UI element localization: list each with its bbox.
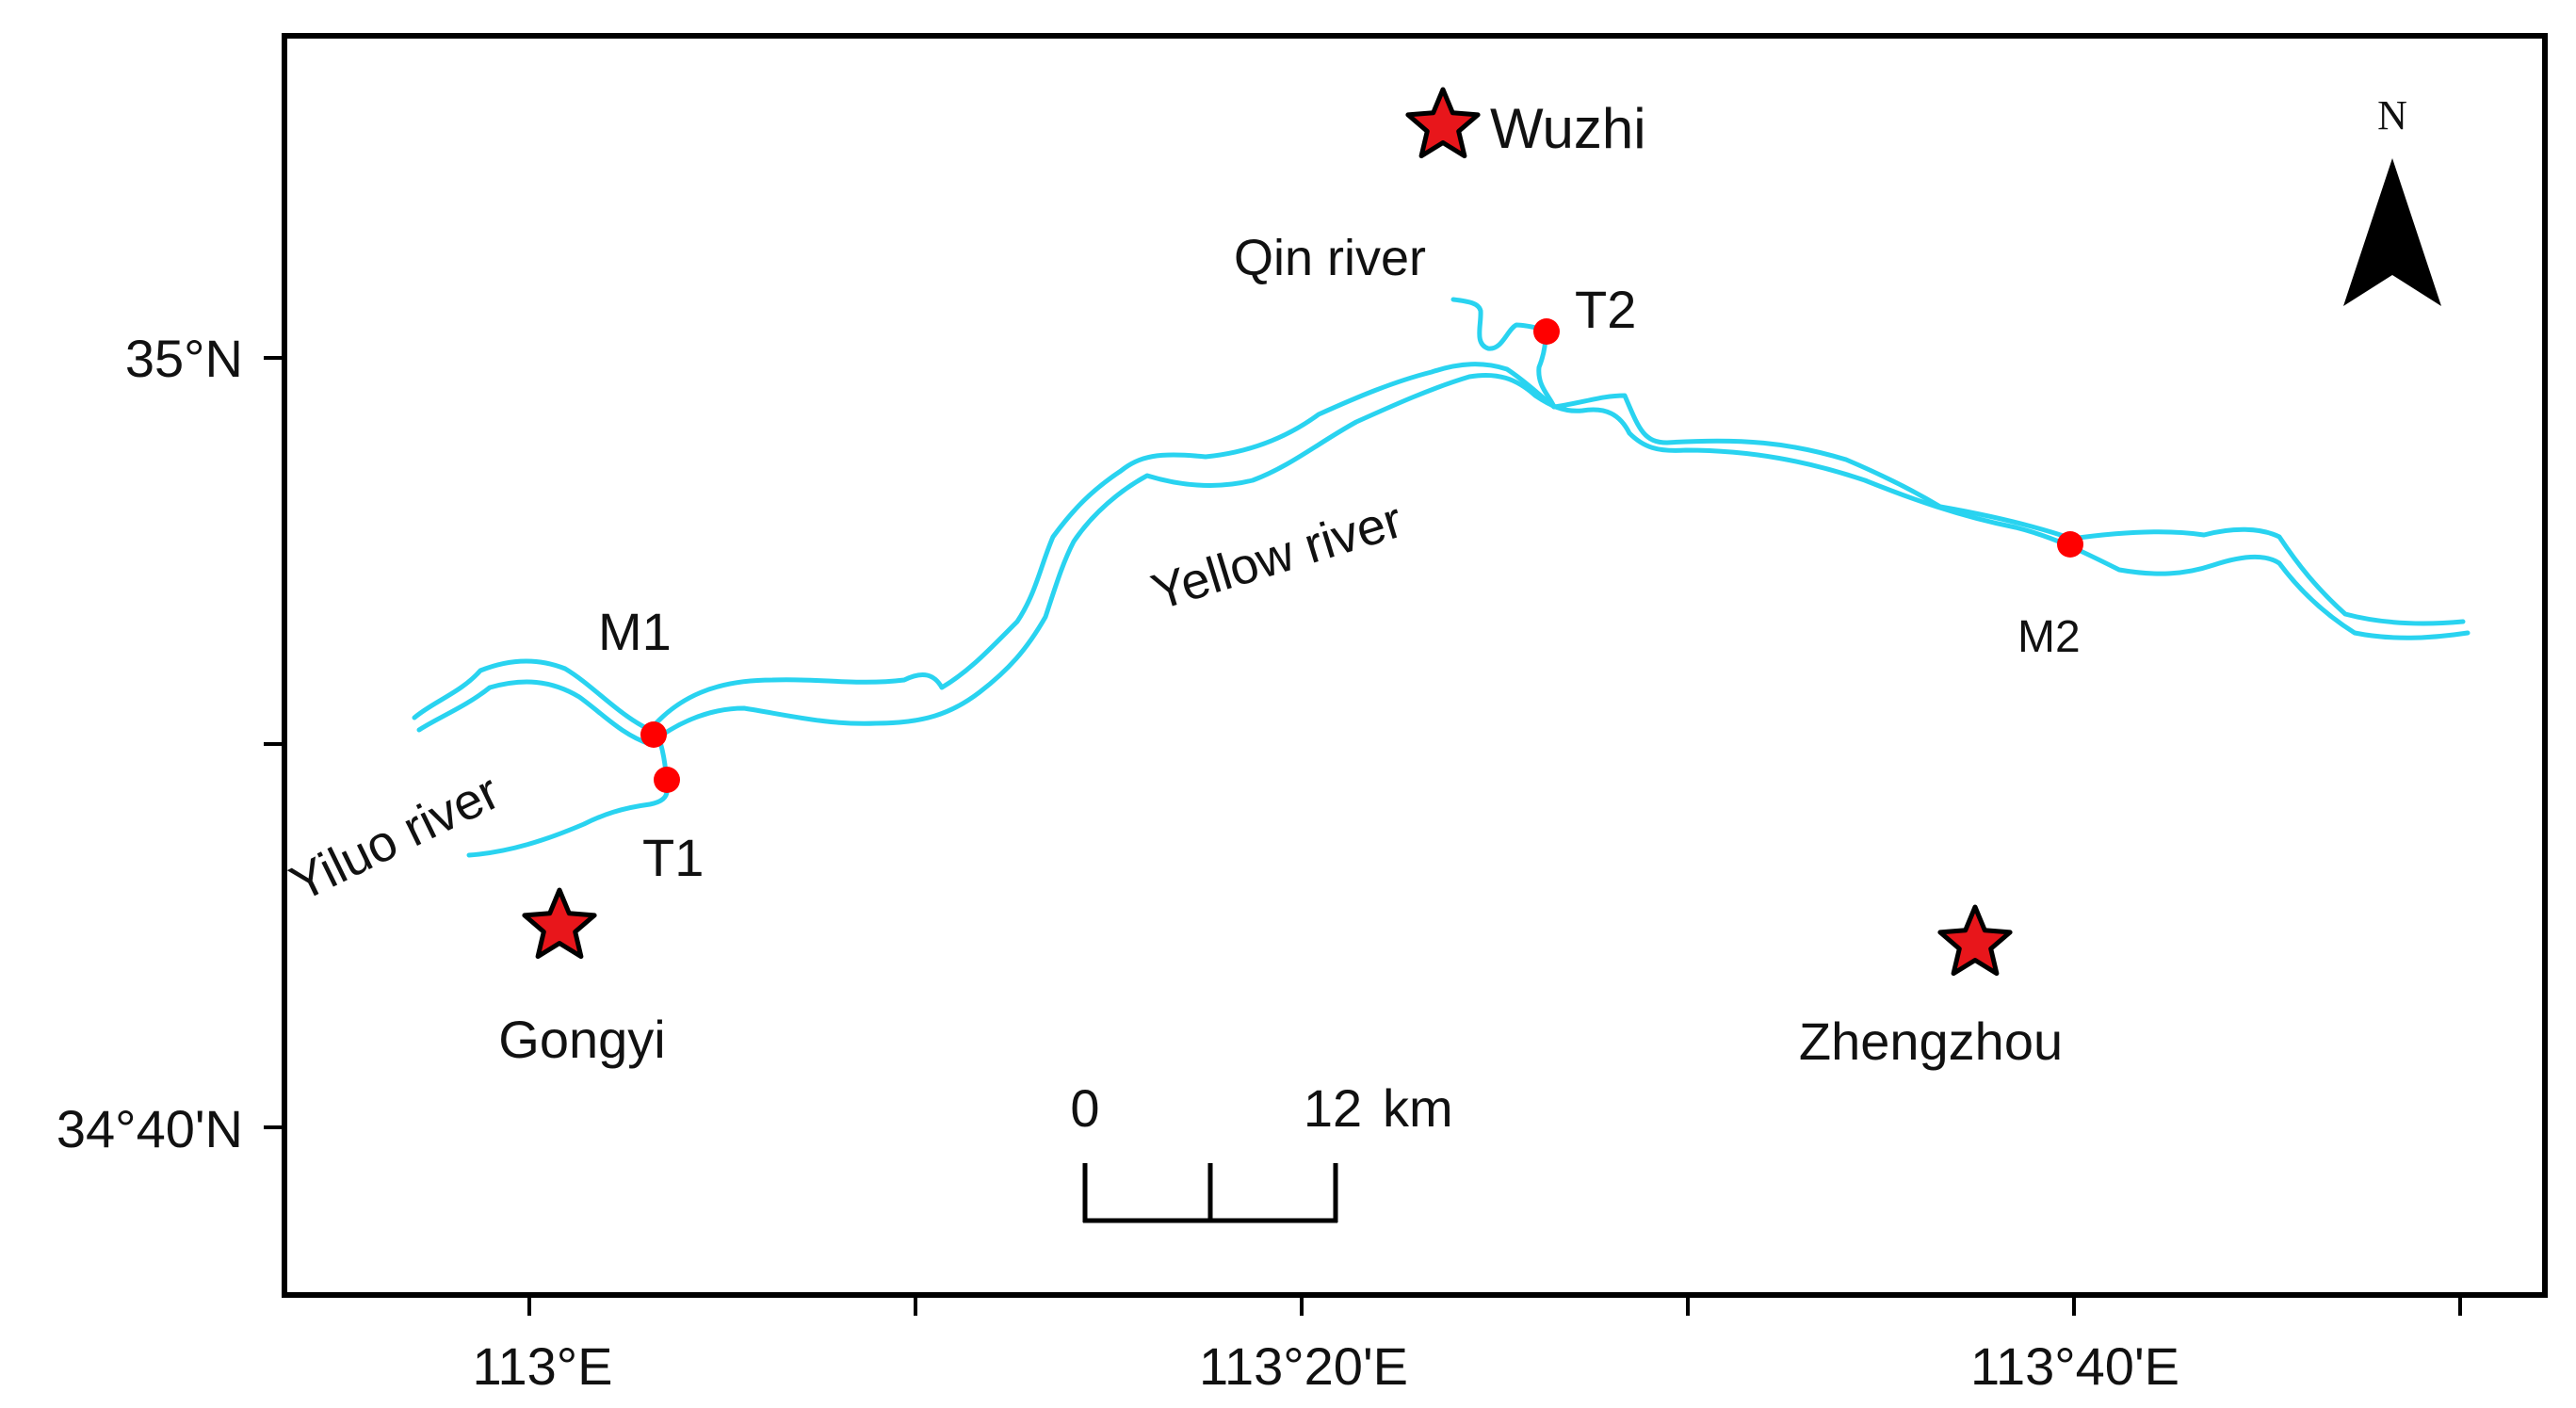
north-arrow-label: N bbox=[2377, 92, 2407, 138]
north-arrow-icon bbox=[2343, 158, 2441, 306]
yellow-river-bank-north bbox=[412, 362, 2466, 733]
station-t2 bbox=[1533, 318, 1560, 345]
station-label-m2: M2 bbox=[2017, 612, 2081, 662]
scale-bar bbox=[1082, 1163, 1338, 1223]
station-m2 bbox=[2057, 531, 2083, 558]
station-label-t1: T1 bbox=[642, 828, 704, 887]
star-icon-gongyi bbox=[522, 887, 597, 960]
scale-bar-start-label: 0 bbox=[1070, 1078, 1099, 1138]
city-label-zhengzhou: Zhengzhou bbox=[1799, 1011, 2063, 1071]
city-label-gongyi: Gongyi bbox=[498, 1010, 665, 1069]
map-frame bbox=[282, 33, 2548, 1298]
river-label-qin: Qin river bbox=[1234, 230, 1426, 286]
scale-bar-unit-label: km bbox=[1383, 1078, 1453, 1138]
lon-label-113-40: 113°40'E bbox=[1970, 1336, 2179, 1396]
station-t1 bbox=[654, 767, 680, 793]
station-label-m1: M1 bbox=[598, 602, 672, 661]
lat-label-34-40: 34°40'N bbox=[57, 1099, 243, 1158]
lat-label-35: 35°N bbox=[125, 329, 243, 388]
river-label-yiluo: Yiluo river bbox=[282, 763, 508, 912]
qin-river bbox=[1450, 297, 1557, 410]
lon-label-113-20: 113°20'E bbox=[1199, 1336, 1408, 1396]
star-icon-wuzhi bbox=[1405, 87, 1481, 159]
yellow-river-bank-south bbox=[416, 372, 2471, 747]
scale-bar-end-label: 12 bbox=[1304, 1078, 1362, 1138]
star-icon-zhengzhou bbox=[1937, 904, 2013, 977]
station-m1 bbox=[640, 721, 667, 748]
lon-label-113: 113°E bbox=[472, 1336, 612, 1396]
city-label-wuzhi: Wuzhi bbox=[1490, 97, 1646, 160]
station-label-t2: T2 bbox=[1575, 280, 1636, 339]
river-label-yellow: Yellow river bbox=[1145, 492, 1409, 622]
